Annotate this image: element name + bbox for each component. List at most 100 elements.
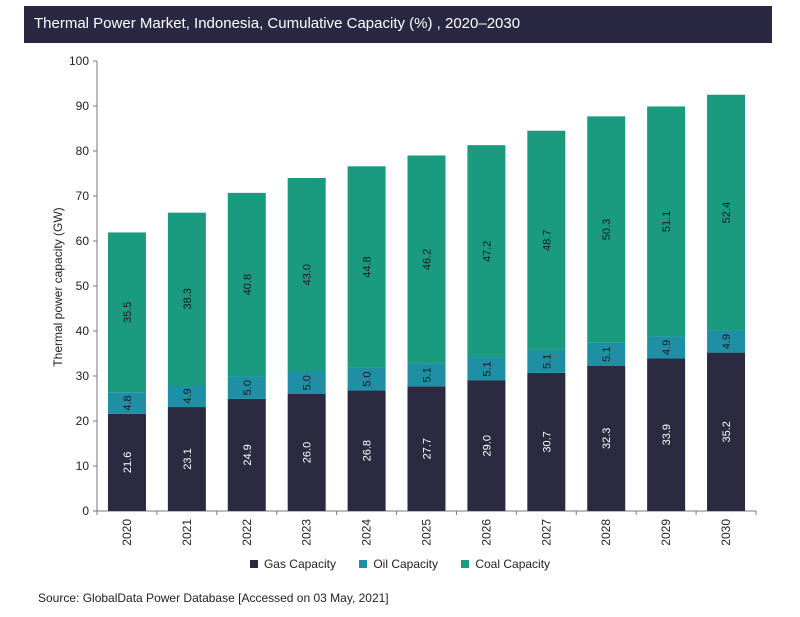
bar-oil-2026	[467, 357, 506, 381]
data-label-coal-2020: 35.5	[122, 302, 134, 323]
data-label-oil-2028: 5.1	[601, 347, 613, 362]
bar-oil-2025	[407, 363, 446, 387]
legend: Gas Capacity Oil Capacity Coal Capacity	[0, 556, 800, 571]
x-tick-label-2021: 2021	[180, 519, 194, 546]
bar-gas-2027	[527, 372, 566, 511]
bar-coal-2030	[707, 94, 746, 331]
y-tick-label: 20	[76, 414, 90, 428]
data-label-gas-2029: 33.9	[661, 424, 673, 445]
x-tick-label-2022: 2022	[240, 519, 254, 546]
data-label-coal-2029: 51.1	[661, 211, 673, 232]
data-label-oil-2030: 4.9	[721, 334, 733, 349]
y-tick-label: 40	[76, 324, 90, 338]
data-label-coal-2022: 40.8	[242, 274, 254, 295]
bar-coal-2021	[167, 212, 206, 385]
data-label-oil-2023: 5.0	[302, 375, 314, 390]
x-tick-label-2029: 2029	[659, 519, 673, 546]
bar-gas-2026	[467, 380, 506, 511]
data-label-gas-2028: 32.3	[601, 428, 613, 449]
data-label-gas-2030: 35.2	[721, 421, 733, 442]
y-tick-label: 30	[76, 369, 90, 383]
chart-title: Thermal Power Market, Indonesia, Cumulat…	[34, 15, 521, 32]
y-tick-label: 50	[76, 279, 90, 293]
bar-coal-2029	[647, 106, 686, 337]
bar-gas-2028	[587, 365, 626, 511]
bar-gas-2021	[167, 407, 206, 511]
bar-coal-2020	[107, 232, 146, 393]
data-label-gas-2027: 30.7	[541, 431, 553, 452]
x-tick-label-2028: 2028	[599, 519, 613, 546]
legend-item-coal: Coal Capacity	[461, 556, 550, 571]
legend-swatch-oil	[359, 559, 368, 568]
data-label-gas-2024: 26.8	[362, 440, 374, 461]
x-tick-label-2030: 2030	[719, 519, 733, 546]
data-label-gas-2026: 29.0	[481, 435, 493, 456]
data-label-gas-2025: 27.7	[422, 438, 434, 459]
data-label-coal-2023: 43.0	[302, 264, 314, 285]
bar-oil-2022	[227, 376, 266, 399]
bar-gas-2030	[707, 352, 746, 511]
chart-title-bar: Thermal Power Market, Indonesia, Cumulat…	[24, 6, 772, 43]
bar-coal-2023	[287, 178, 326, 372]
y-tick-label: 90	[76, 99, 90, 113]
y-tick-label: 0	[82, 504, 89, 518]
data-label-coal-2028: 50.3	[601, 219, 613, 240]
legend-item-gas: Gas Capacity	[249, 556, 336, 571]
bar-gas-2029	[647, 358, 686, 511]
legend-label-gas: Gas Capacity	[263, 556, 336, 571]
bar-oil-2030	[707, 330, 746, 353]
x-tick-label-2027: 2027	[539, 519, 553, 546]
data-label-oil-2022: 5.0	[242, 380, 254, 395]
bar-oil-2027	[527, 349, 566, 373]
data-label-coal-2025: 46.2	[422, 249, 434, 270]
y-axis-label: Thermal power capacity (GW)	[51, 207, 65, 366]
bar-gas-2022	[227, 398, 266, 511]
data-label-oil-2024: 5.0	[362, 372, 374, 387]
legend-item-oil: Oil Capacity	[359, 556, 438, 571]
bar-coal-2024	[347, 166, 386, 368]
data-label-gas-2021: 23.1	[182, 448, 194, 469]
y-tick-label: 100	[69, 54, 89, 68]
x-tick-label-2023: 2023	[300, 519, 314, 546]
data-label-oil-2029: 4.9	[661, 340, 673, 355]
x-tick-label-2024: 2024	[360, 519, 374, 546]
x-tick-label-2025: 2025	[420, 519, 434, 546]
y-tick-label: 70	[76, 189, 90, 203]
data-label-coal-2030: 52.4	[721, 202, 733, 223]
x-tick-label-2020: 2020	[120, 519, 134, 546]
data-label-oil-2021: 4.9	[182, 388, 194, 403]
data-label-oil-2025: 5.1	[422, 367, 434, 382]
data-label-gas-2023: 26.0	[302, 442, 314, 463]
data-label-coal-2027: 48.7	[541, 230, 553, 251]
bar-coal-2025	[407, 155, 446, 364]
source-note: Source: GlobalData Power Database [Acces…	[38, 591, 389, 605]
legend-label-coal: Coal Capacity	[475, 556, 551, 571]
y-tick-label: 10	[76, 459, 90, 473]
legend-swatch-gas	[249, 559, 258, 568]
data-label-oil-2020: 4.8	[122, 395, 134, 410]
bar-oil-2024	[347, 367, 386, 391]
data-label-gas-2020: 21.6	[122, 452, 134, 473]
bar-oil-2021	[167, 385, 206, 408]
bar-gas-2020	[107, 413, 146, 511]
data-label-coal-2026: 47.2	[481, 241, 493, 262]
bar-coal-2027	[527, 130, 566, 350]
x-tick-label-2026: 2026	[479, 519, 493, 546]
bar-gas-2025	[407, 386, 446, 511]
data-label-coal-2021: 38.3	[182, 288, 194, 309]
bar-coal-2028	[587, 116, 626, 343]
bar-gas-2023	[287, 394, 326, 511]
data-label-oil-2026: 5.1	[481, 361, 493, 376]
data-label-coal-2024: 44.8	[362, 256, 374, 277]
data-label-gas-2022: 24.9	[242, 444, 254, 465]
bar-oil-2023	[287, 371, 326, 394]
bar-gas-2024	[347, 390, 386, 511]
bar-oil-2020	[107, 392, 146, 414]
y-tick-label: 60	[76, 234, 90, 248]
bar-coal-2022	[227, 192, 266, 377]
bar-oil-2029	[647, 336, 686, 359]
legend-swatch-coal	[461, 559, 470, 568]
bar-oil-2028	[587, 342, 626, 366]
data-label-oil-2027: 5.1	[541, 354, 553, 369]
